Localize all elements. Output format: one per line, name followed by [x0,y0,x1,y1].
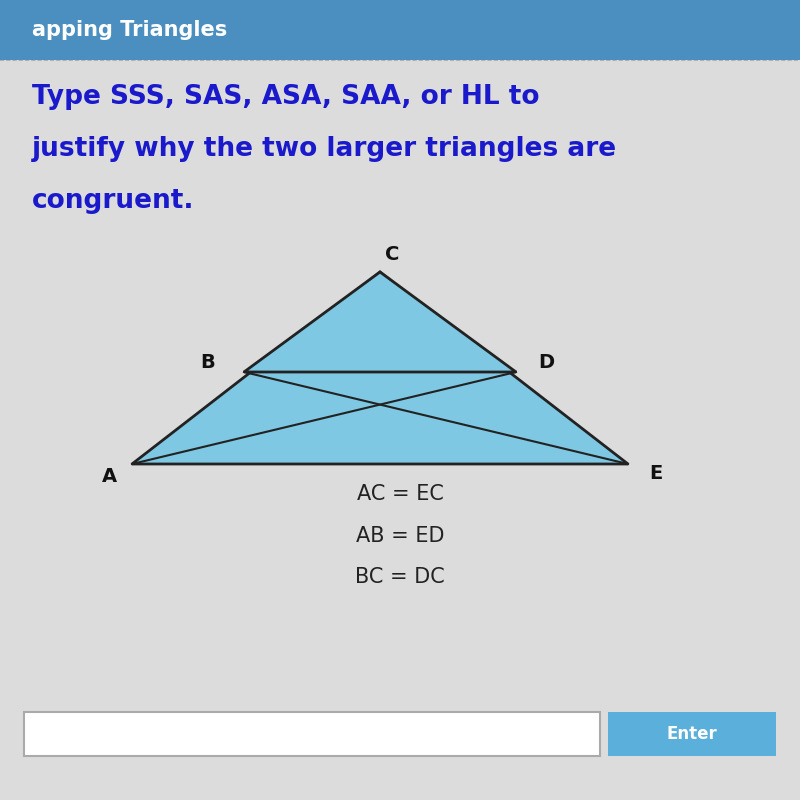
Polygon shape [132,272,628,464]
Text: congruent.: congruent. [32,188,194,214]
Text: apping Triangles: apping Triangles [32,20,227,40]
Text: D: D [538,353,554,372]
Polygon shape [244,272,516,372]
Bar [0,0,800,60]
Text: E: E [650,464,662,483]
Text: AB = ED: AB = ED [356,526,444,546]
Text: C: C [385,245,399,264]
Text: A: A [102,466,117,486]
Bar [608,712,776,756]
Text: Type SSS, SAS, ASA, SAA, or HL to: Type SSS, SAS, ASA, SAA, or HL to [32,84,539,110]
Text: justify why the two larger triangles are: justify why the two larger triangles are [32,136,617,162]
Text: AC = EC: AC = EC [357,484,443,504]
Bar [24,712,600,756]
Text: Enter: Enter [666,725,718,743]
Text: BC = DC: BC = DC [355,567,445,587]
Text: B: B [201,353,215,372]
